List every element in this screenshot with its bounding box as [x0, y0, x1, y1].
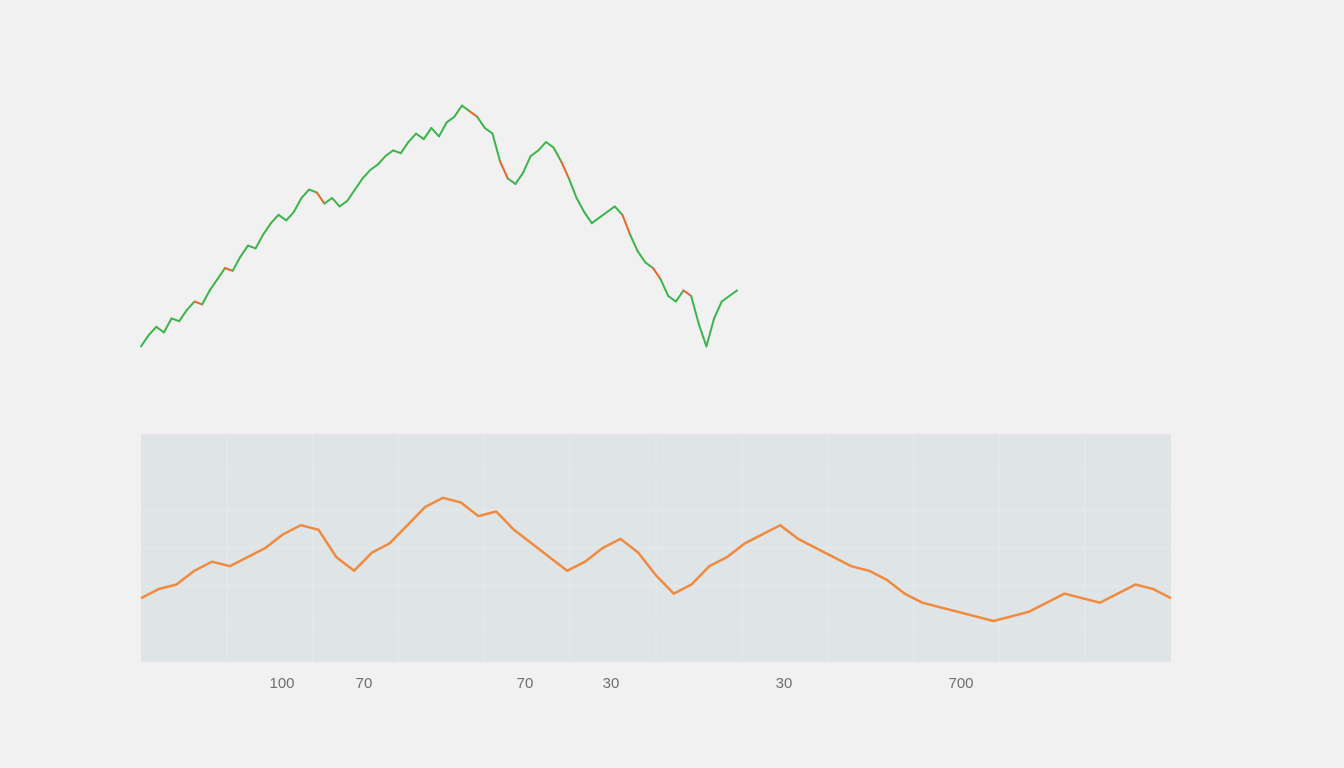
price-series-segment [468, 110, 479, 118]
price-series-segment [499, 160, 509, 180]
price-series-segment [674, 289, 685, 303]
price-series-segment [415, 132, 425, 141]
price-series-segment [644, 261, 654, 269]
price-series-segment [575, 197, 586, 213]
price-series-segment [651, 267, 662, 281]
price-series-segment [613, 205, 624, 216]
price-series-segment [552, 146, 563, 163]
price-series-segment [537, 141, 547, 152]
price-series-segment [292, 197, 303, 213]
price-series-segment [239, 244, 249, 258]
price-series-segment [460, 104, 471, 113]
price-series-segment [224, 267, 234, 272]
price-series-segment [438, 121, 448, 138]
indicator-grid [141, 434, 1171, 662]
price-series-segment [331, 197, 341, 208]
price-series-segment [178, 309, 188, 323]
price-series-segment [544, 141, 555, 149]
price-series-segment [621, 213, 632, 236]
price-series-segment [399, 141, 410, 155]
price-series-segment [162, 317, 173, 334]
price-series-segment [185, 300, 196, 311]
price-series-segment [201, 289, 211, 306]
price-series-segment [147, 325, 158, 337]
price-series-segment [491, 132, 502, 163]
price-series-segment [697, 323, 708, 348]
price-series-segment [476, 115, 486, 129]
price-series-segment [667, 295, 677, 303]
price-series-segment [422, 127, 433, 141]
price-series-segment [323, 197, 334, 205]
price-series-segment [170, 317, 181, 323]
price-series-segment [682, 289, 693, 297]
price-series-segment [522, 155, 532, 174]
price-series-segment [155, 325, 165, 334]
price-series-segment [392, 149, 402, 155]
price-series-segment [346, 188, 356, 202]
price-series-segment [140, 334, 150, 348]
price-series-segment [384, 149, 395, 157]
price-series-segment [720, 295, 731, 303]
price-series-segment [277, 213, 288, 222]
price-series-segment [193, 300, 204, 306]
price-series-segment [285, 211, 295, 222]
price-series-segment [361, 169, 372, 180]
price-series-segment [407, 132, 418, 143]
price-series-segment [583, 211, 593, 225]
price-series-segment [483, 127, 494, 135]
x-tick-label: 700 [948, 675, 973, 692]
price-series-segment [262, 222, 272, 236]
price-series-segment [606, 205, 616, 213]
price-series-segment [629, 233, 639, 253]
price-series-segment [246, 244, 257, 250]
price-series-segment [231, 255, 242, 272]
price-series-segment [567, 177, 578, 199]
price-series-segment [376, 155, 387, 166]
x-tick-label: 30 [603, 675, 620, 692]
x-tick-label: 100 [269, 675, 294, 692]
x-tick-label: 70 [517, 675, 534, 692]
price-series-segment [506, 177, 517, 185]
price-series-segment [659, 278, 670, 297]
indicator-panel [140, 496, 1172, 623]
price-series-segment [529, 149, 540, 157]
price-series-segment [254, 233, 265, 250]
price-series-segment [705, 317, 716, 348]
price-series-segment [453, 104, 463, 118]
price-series-segment [690, 295, 700, 325]
price-series-segment [269, 213, 280, 225]
price-series-segment [590, 216, 601, 225]
price-series-segment [430, 127, 440, 138]
price-series-segment [560, 160, 570, 180]
price-series-segment [208, 278, 219, 292]
x-tick-label: 30 [776, 675, 793, 692]
price-series-segment [713, 300, 723, 320]
price-series-segment [315, 191, 326, 205]
price-series-segment [338, 199, 349, 208]
x-axis: 100 70 70 30 30 700 [269, 675, 973, 692]
price-panel [140, 104, 738, 348]
price-series-segment [728, 289, 738, 297]
price-series-segment [353, 177, 364, 191]
price-series-segment [514, 171, 525, 185]
x-tick-label: 70 [356, 675, 373, 692]
price-series-segment [300, 188, 311, 199]
indicator-series-line [140, 496, 1172, 623]
price-series-segment [308, 188, 318, 194]
price-series-segment [636, 250, 647, 264]
price-series-segment [445, 115, 456, 124]
price-series-segment [369, 163, 379, 171]
price-series-segment [598, 211, 609, 219]
price-series-segment [216, 267, 227, 281]
